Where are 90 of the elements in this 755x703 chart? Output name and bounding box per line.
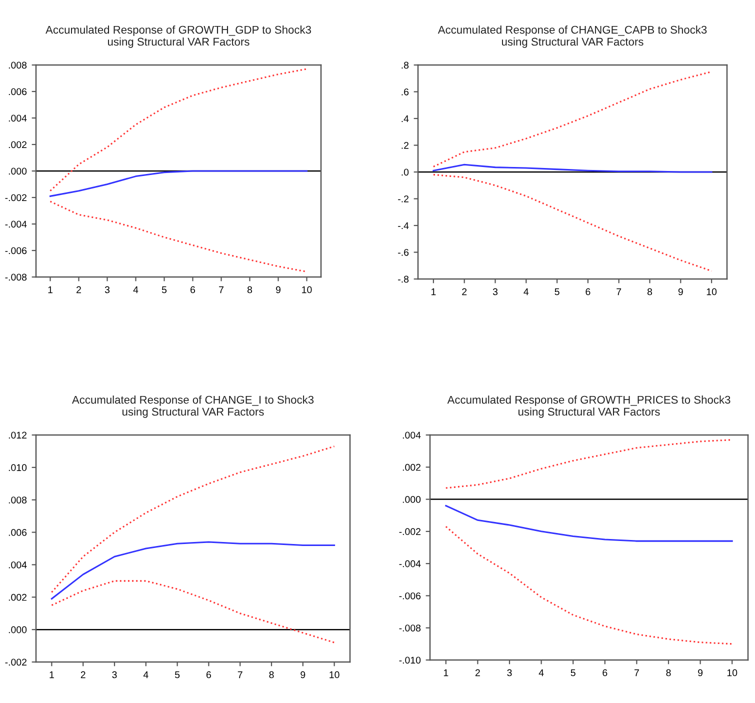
x-tick-label: 9 [300,671,306,678]
x-tick-label: 1 [48,286,52,294]
line-series [50,580,336,644]
x-tick-label: 9 [276,286,280,294]
y-tick-label: -.006 [399,592,421,600]
x-tick-label: 10 [302,286,312,294]
y-tick-label: -.006 [5,247,27,254]
line-series [49,68,308,192]
x-tick-label: 6 [586,288,590,296]
x-tick-label: 6 [190,286,196,294]
y-tick-label: .002 [8,594,26,601]
x-tick-label: 3 [104,286,110,294]
y-tick-label: -.010 [399,656,421,664]
x-tick-label: 1 [431,288,436,296]
y-tick-label: .010 [8,464,27,472]
y-tick-label: .008 [8,62,27,69]
y-tick-label: .006 [8,88,27,96]
y-tick-label: .000 [402,496,421,503]
y-tick-label: .4 [402,115,409,122]
x-tick-label: 8 [647,288,652,296]
x-tick-label: 8 [247,286,252,294]
x-tick-label: 4 [133,286,138,294]
y-tick-label: .002 [402,464,420,471]
x-tick-label: 7 [616,288,622,296]
line-series [432,174,712,272]
x-tick-label: 2 [462,288,467,296]
line-series [445,526,733,645]
x-tick-label: 3 [492,288,498,296]
x-tick-label: 1 [444,669,448,676]
y-tick-label: -.008 [399,624,421,632]
y-tick-label: -.8 [398,276,409,283]
x-tick-label: 4 [143,671,148,678]
line-series [432,70,712,168]
y-tick-label: -.002 [5,658,26,666]
x-tick-label: 1 [50,671,54,678]
x-tick-label: 7 [634,669,639,676]
y-tick-label: .012 [8,432,26,439]
y-tick-label: .004 [402,432,421,439]
y-tick-label: .006 [8,529,27,536]
x-tick-label: 5 [162,286,167,294]
line-series [445,439,733,489]
x-tick-label: 4 [524,288,529,296]
x-tick-label: 6 [206,671,211,678]
x-tick-label: 9 [678,288,683,296]
y-tick-label: .8 [402,62,409,69]
x-tick-label: 5 [554,288,560,296]
y-tick-label: .0 [402,168,409,176]
line-series [50,446,336,594]
x-tick-label: 7 [219,286,224,294]
x-tick-label: 2 [76,286,81,294]
y-tick-label: .2 [402,142,408,149]
x-tick-label: 4 [538,669,544,676]
chart-title: Accumulated Response of CHANGE_CAPB to Shock3 using Structural VAR Factors [438,26,707,48]
y-tick-label: -.4 [398,222,409,230]
line-series [49,170,308,197]
line-series [432,164,712,173]
line-series [50,541,336,600]
y-tick-label: .000 [8,168,27,175]
y-tick-label: .002 [8,141,26,148]
x-tick-label: 5 [174,671,180,678]
x-tick-label: 9 [698,669,703,676]
line-series [49,200,308,272]
chart-title: Accumulated Response of GROWTH_GDP to Shock3 using Structural VAR Factors [46,26,311,48]
line-series [445,504,733,542]
x-tick-label: 2 [80,671,86,678]
chart-title: Accumulated Response of CHANGE_I to Shock3 using Structural VAR Factors [72,396,314,418]
y-tick-label: .008 [8,496,27,504]
y-tick-label: -.2 [398,195,408,202]
y-tick-label: -.002 [5,194,26,202]
x-tick-label: 6 [602,669,608,676]
y-tick-label: -.002 [399,528,420,536]
x-tick-label: 7 [238,671,242,678]
y-tick-label: -.004 [5,220,27,228]
y-tick-label: .004 [8,561,27,568]
x-tick-label: 8 [269,671,274,678]
x-tick-label: 8 [666,669,671,676]
x-tick-label: 5 [570,669,576,676]
x-tick-label: 3 [112,671,117,678]
x-tick-label: 3 [507,669,512,676]
x-tick-label: 10 [706,288,717,296]
x-tick-label: 2 [475,669,480,676]
chart-title: Accumulated Response of GROWTH_PRICES to Shock3 using Structural VAR Factors [447,396,730,418]
y-tick-label: .004 [8,114,27,122]
x-tick-label: 10 [727,669,738,676]
x-tick-label: 10 [330,671,340,678]
y-tick-label: .6 [402,88,409,96]
y-tick-label: -.008 [5,274,27,281]
y-tick-label: -.6 [398,248,409,256]
y-tick-label: .000 [8,626,27,634]
y-tick-label: -.004 [399,560,421,568]
